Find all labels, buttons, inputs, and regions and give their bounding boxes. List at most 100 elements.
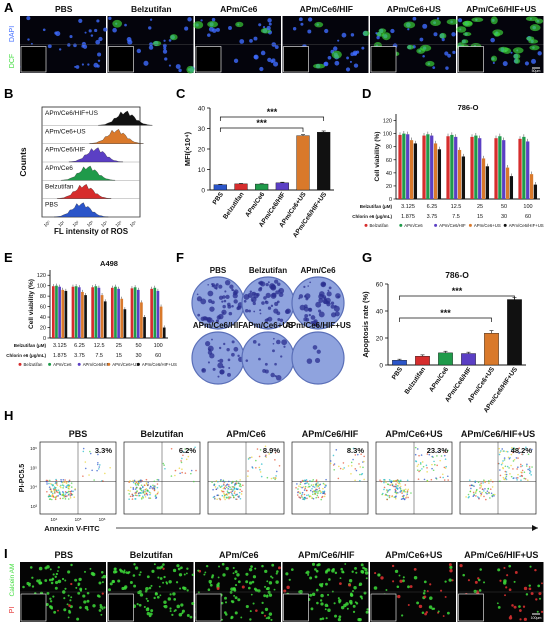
event-dot: [407, 488, 410, 491]
nucleus: [96, 19, 100, 23]
colony: [197, 313, 201, 317]
event-dot: [241, 490, 243, 493]
event-dot: [226, 490, 229, 493]
colony: [330, 301, 335, 305]
event-dot: [315, 480, 318, 482]
dcf-signal: [112, 19, 123, 28]
event-dot: [306, 494, 308, 497]
calcein-stained-cell: [67, 594, 70, 597]
calcein-stained-cell: [254, 567, 257, 570]
event-dot: [46, 490, 48, 493]
event-dot: [50, 491, 52, 493]
colony: [259, 309, 262, 312]
colony: [315, 301, 322, 308]
event-dot: [54, 498, 57, 501]
nucleus: [87, 63, 90, 66]
y-tick-label: 40: [376, 309, 384, 316]
calcein-stained-cell: [134, 566, 139, 570]
calcein-stained-cell: [191, 601, 195, 605]
calcein-stained-cell: [163, 604, 168, 609]
event-dot: [63, 496, 66, 498]
calcein-stained-cell: [478, 589, 482, 592]
bar: [529, 174, 534, 199]
event-dot: [499, 480, 501, 482]
colony: [303, 295, 307, 298]
calcein-stained-cell: [189, 615, 193, 619]
event-dot: [152, 484, 154, 487]
nucleus: [168, 64, 172, 67]
dcf-signal: [514, 58, 521, 64]
event-dot: [517, 457, 519, 459]
event-dot: [258, 455, 261, 458]
calcein-stained-cell: [263, 594, 267, 598]
category-label: PBS: [391, 366, 405, 382]
calcein-stained-cell: [158, 566, 162, 570]
calcein-stained-cell: [203, 573, 206, 576]
calcein-stained-cell: [416, 601, 420, 605]
pi-stained-cell: [397, 594, 401, 599]
legend-label: APm/Ce6+US: [112, 362, 139, 367]
colony: [243, 293, 250, 300]
dcf-signal: [446, 18, 459, 25]
event-dot: [233, 492, 236, 494]
calcein-stained-cell: [64, 587, 67, 590]
live-dead-group-label: APm/Ce6/HIF+US: [464, 550, 538, 560]
event-dot: [299, 486, 302, 488]
event-dot: [67, 484, 70, 487]
event-dot: [72, 490, 74, 493]
event-dot: [299, 497, 302, 499]
bar: [100, 295, 104, 338]
legend-marker: [503, 223, 507, 227]
event-dot: [492, 493, 495, 496]
channel-label-dapi: DAPI: [9, 26, 16, 42]
event-dot: [404, 488, 407, 491]
calcein-stained-cell: [175, 581, 179, 584]
event-dot: [129, 495, 132, 498]
event-dot: [228, 484, 230, 486]
calcein-stained-cell: [74, 578, 78, 582]
event-dot: [422, 465, 425, 468]
calcein-stained-cell: [275, 580, 279, 584]
nucleus: [345, 67, 351, 72]
nucleus: [233, 58, 239, 63]
nucleus: [42, 28, 46, 32]
colony: [312, 345, 318, 350]
colony: [261, 301, 265, 305]
colony: [274, 301, 279, 306]
calcein-stained-cell: [186, 614, 190, 617]
live-dead-group-label: Belzutifan: [130, 550, 173, 560]
calcein-stained-cell: [186, 567, 189, 570]
event-dot: [312, 485, 314, 488]
event-dot: [478, 490, 481, 493]
calcein-stained-cell: [331, 590, 334, 593]
event-dot: [307, 483, 310, 485]
event-dot: [442, 476, 444, 479]
significance-stars: ***: [452, 286, 463, 296]
calcein-stained-cell: [273, 588, 276, 591]
legend-label: Belzutifan: [24, 362, 43, 367]
event-dot: [237, 488, 239, 490]
flow-group-label: Belzutifan: [140, 429, 183, 439]
event-dot: [405, 496, 407, 499]
dose-row-label: Belzutifan (μM): [14, 343, 47, 348]
event-dot: [394, 491, 397, 494]
event-dot: [396, 487, 399, 490]
colony: [207, 283, 209, 286]
panel-letter-f: F: [176, 250, 184, 265]
event-dot: [297, 488, 299, 490]
calcein-stained-cell: [122, 570, 126, 574]
legend-label: APm/Ce6: [404, 223, 423, 228]
bar: [150, 288, 153, 338]
event-dot: [239, 497, 242, 500]
calcein-stained-cell: [234, 596, 238, 600]
event-dot: [180, 461, 183, 464]
pi-stained-cell: [255, 609, 258, 612]
flow-xlabel: Annexin V-FITC: [44, 524, 100, 533]
nucleus: [341, 32, 347, 38]
event-dot: [391, 484, 394, 487]
event-dot: [313, 493, 316, 495]
event-dot: [64, 495, 66, 497]
apoptosis-percent: 6.2%: [179, 446, 196, 455]
event-dot: [51, 484, 54, 487]
